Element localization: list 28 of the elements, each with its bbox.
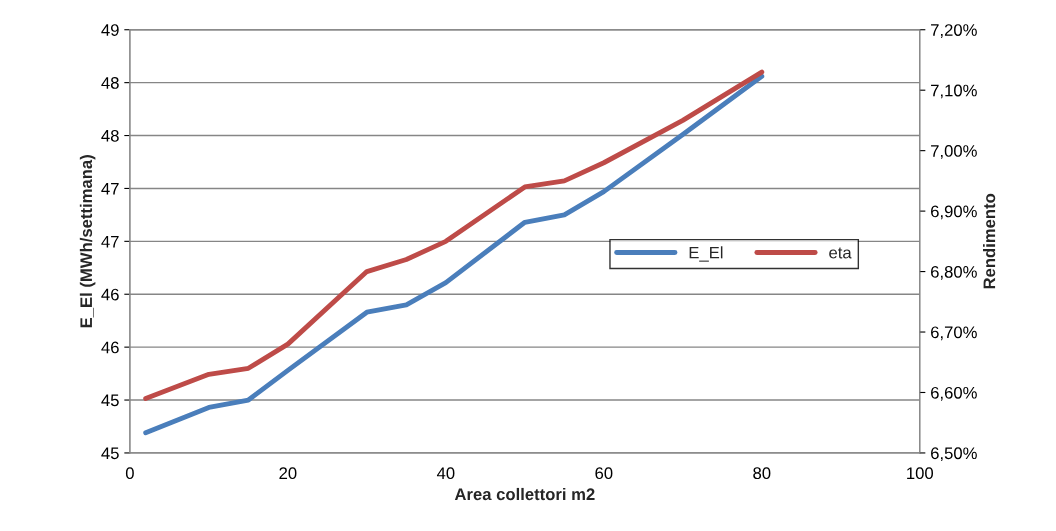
- y2-axis-title: Rendimento: [983, 193, 996, 289]
- y-tick-label: 48: [101, 129, 119, 142]
- y-tick-label: 46: [101, 341, 119, 354]
- x-tick-label: 80: [753, 467, 771, 480]
- x-axis-title: Area collettori m2: [454, 487, 595, 501]
- y-tick-label: 49: [101, 24, 119, 36]
- x-tick-label: 20: [279, 467, 297, 480]
- x-tick-label: 100: [907, 467, 934, 480]
- x-tick-label: 0: [125, 467, 134, 480]
- legend-label: eta: [829, 247, 852, 259]
- y2-tick-label: 6,50%: [931, 447, 977, 462]
- x-tick-label: 40: [436, 467, 455, 480]
- y-tick-label: 45: [101, 447, 119, 460]
- y-tick-label: 45: [101, 394, 119, 407]
- x-tick-label: 60: [595, 467, 613, 480]
- y-axis-title: E_El (MWh/settimana): [79, 155, 96, 328]
- y2-tick-label: 7,20%: [931, 24, 977, 38]
- y2-tick-label: 6,70%: [931, 326, 977, 341]
- y-tick-label: 47: [101, 183, 119, 195]
- legend-label: E_El: [689, 246, 723, 262]
- y-tick-label: 47: [101, 235, 119, 248]
- y2-tick-label: 6,80%: [931, 265, 977, 280]
- y-tick-label: 46: [101, 288, 119, 301]
- y2-tick-label: 7,00%: [931, 145, 977, 159]
- y-tick-label: 48: [101, 77, 119, 89]
- y2-tick-label: 6,60%: [931, 386, 977, 401]
- y2-tick-label: 6,90%: [931, 205, 977, 220]
- y2-tick-label: 7,10%: [931, 84, 977, 99]
